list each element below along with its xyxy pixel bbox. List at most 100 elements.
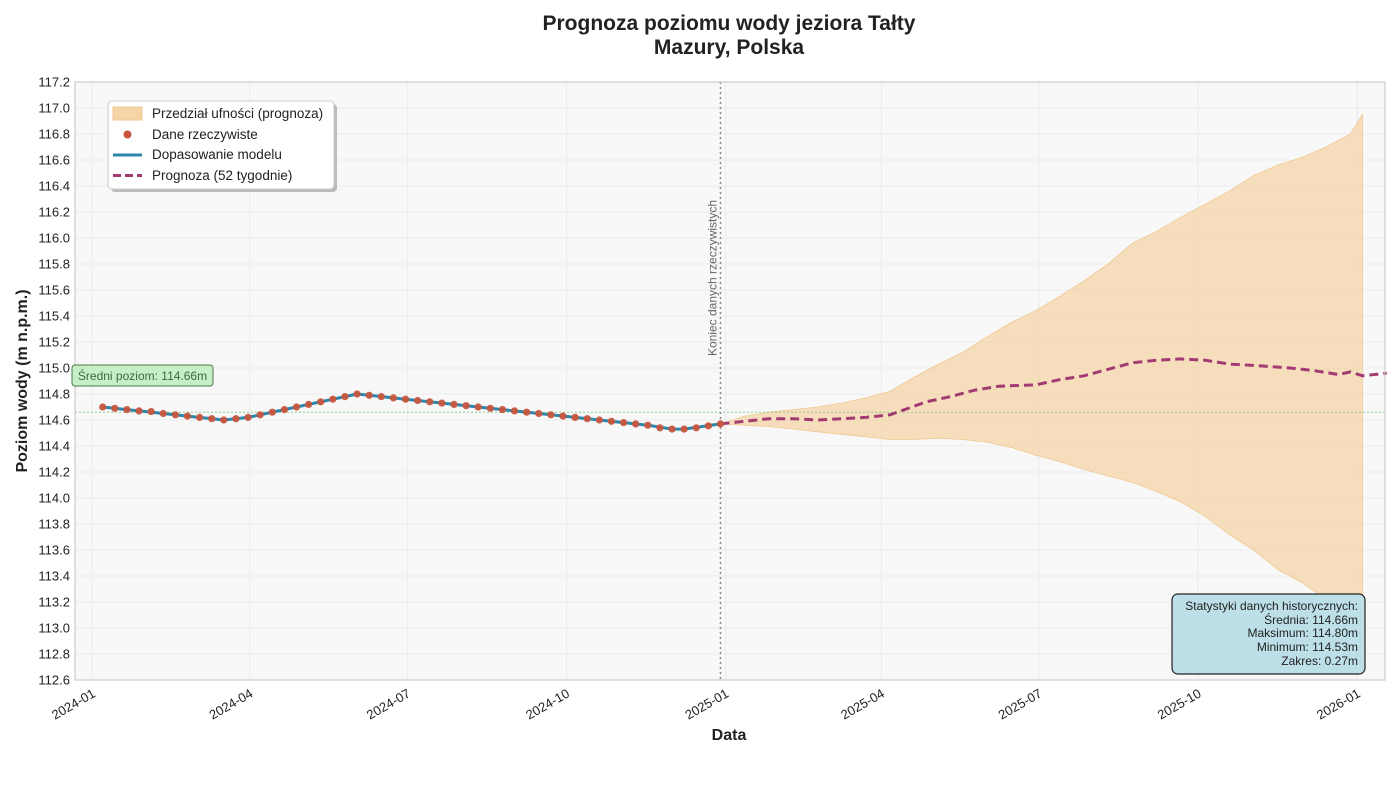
y-tick-label: 116.8 [38,127,70,142]
observed-point [656,424,664,432]
observed-point [99,403,107,411]
y-tick-label: 112.8 [38,647,70,662]
y-tick-label: 116.4 [38,179,70,194]
cutoff-label: Koniec danych rzeczywistych [705,200,719,356]
observed-point [305,400,313,408]
legend-band-swatch [112,106,143,121]
y-tick-label: 114.8 [38,387,70,402]
statistics-min: Minimum: 114.53m [1257,640,1358,654]
statistics-box: Statystyki danych historycznych: Średnia… [1171,593,1366,675]
observed-point [668,425,676,433]
y-tick-label: 116.2 [38,205,70,220]
observed-point [607,417,616,425]
x-axis-label: Data [712,727,747,744]
y-tick-label: 113.6 [38,543,70,558]
observed-point [716,420,725,428]
observed-point [135,407,143,415]
observed-point [644,421,652,429]
y-tick-label: 113.0 [38,621,70,636]
observed-point [535,409,543,418]
observed-point [317,398,325,406]
y-tick-label: 114.4 [38,439,70,454]
y-tick-label: 116.0 [38,231,70,246]
y-tick-label: 117.0 [38,101,70,116]
statistics-max: Maksimum: 114.80m [1248,626,1358,640]
observed-point [401,395,410,403]
observed-point [123,406,131,414]
legend-box [107,100,335,190]
y-axis-label: Poziom wody (m n.p.m.) [14,289,31,472]
y-tick-label: 115.6 [38,283,70,298]
observed-point [232,415,240,423]
y-tick-label: 114.0 [38,491,70,506]
observed-point [159,409,167,418]
series-layer [99,357,1387,433]
observed-point [280,406,288,414]
observed-point [450,400,458,408]
observed-point [583,415,591,423]
y-tick-label: 114.2 [38,465,70,480]
chart-title: Prognoza poziomu wody jeziora Tałty [543,12,916,35]
y-tick-label: 115.8 [38,257,70,272]
observed-point [559,412,567,420]
observed-point [268,408,276,416]
observed-point [571,413,579,421]
observed-point [704,422,712,430]
legend: Przedział ufności (prognoza) Dane rzeczy… [107,100,337,192]
observed-point [329,395,337,403]
observed-point [498,406,507,414]
legend-observed-label: Dane rzeczywiste [152,127,258,142]
legend-band-label: Przedział ufności (prognoza) [152,106,323,121]
observed-point [510,407,519,415]
observed-point [195,413,204,421]
confidence-band [720,113,1363,630]
observed-point [692,424,700,432]
observed-point [208,415,216,423]
mean-level-box [71,364,214,387]
y-tick-label: 115.0 [38,361,70,376]
legend-fit-label: Dopasowanie modelu [152,147,282,162]
observed-point [389,394,398,402]
y-axis-ticks: 112.6 112.8 113.0 113.2 113.4 113.6 113.8 114.0… [38,75,70,688]
y-tick-label: 114.6 [38,413,70,428]
observed-point [341,393,349,401]
observed-point [438,399,446,407]
observed-point [292,403,301,411]
observed-point [474,403,482,411]
observed-point [147,407,155,416]
observed-point [547,411,555,419]
reference-lines: Koniec danych rzeczywistych [75,82,1385,680]
observed-point [377,393,385,401]
statistics-title: Statystyki danych historycznych: [1185,599,1358,613]
observed-point [680,425,688,433]
statistics-mean: Średnia: 114.66m [1264,612,1358,627]
confidence-band-layer [720,113,1363,630]
legend-observed-marker [123,130,132,139]
mean-level-annotation: Średni poziom: 114.66m [71,364,214,387]
observed-point [426,398,434,406]
forecast-line [720,357,1387,426]
y-tick-label: 112.6 [38,673,70,688]
observed-point [595,416,603,424]
y-tick-label: 115.4 [38,309,70,324]
observed-point [353,390,361,398]
chart-subtitle: Mazury, Polska [654,36,804,59]
observed-point [462,402,470,410]
observed-point [256,411,264,419]
y-tick-label: 117.2 [38,75,70,90]
observed-point [171,411,179,419]
observed-point [523,408,531,416]
observed-point [632,420,640,428]
observed-point [486,404,494,412]
y-tick-label: 113.2 [38,595,70,610]
observed-point [619,419,628,427]
legend-forecast-label: Prognoza (52 tygodnie) [152,168,292,183]
y-tick-label: 113.8 [38,517,70,532]
observed-point [111,404,119,412]
mean-level-label: Średni poziom: 114.66m [78,368,207,383]
statistics-range: Zakres: 0.27m [1281,654,1358,668]
observed-point [244,413,252,421]
y-tick-label: 116.6 [38,153,70,168]
y-tick-label: 115.2 [38,335,70,350]
